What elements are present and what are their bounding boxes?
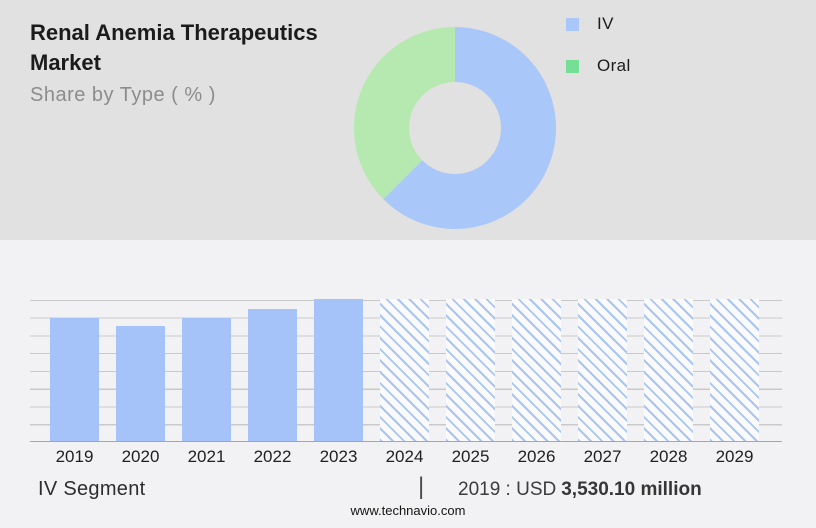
- bar-2022: [248, 309, 297, 441]
- x-label-2021: 2021: [187, 447, 226, 466]
- x-label-2020: 2020: [121, 447, 160, 466]
- x-label-2023: 2023: [319, 447, 358, 466]
- legend-label-oral: Oral: [597, 56, 631, 75]
- value-prefix: 2019 : USD: [458, 479, 557, 500]
- chart-subtitle: Share by Type ( % ): [30, 84, 216, 106]
- x-label-2027: 2027: [583, 447, 622, 466]
- bar-2025: [446, 299, 495, 441]
- donut-chart: [354, 27, 556, 229]
- bar-2019: [50, 318, 99, 441]
- bar-2026: [512, 299, 561, 441]
- x-label-2019: 2019: [55, 447, 94, 466]
- x-label-2028: 2028: [649, 447, 688, 466]
- legend-item-oral: Oral: [566, 56, 631, 76]
- value-callout: 2019 : USD 3,530.10 million: [458, 479, 702, 501]
- page-title: Renal Anemia Therapeutics Market: [30, 20, 318, 75]
- x-label-2024: 2024: [385, 447, 424, 466]
- legend-label-iv: IV: [597, 14, 614, 33]
- bar-plot: [30, 299, 782, 442]
- x-label-2029: 2029: [715, 447, 754, 466]
- bar-2028: [644, 299, 693, 441]
- oral-swatch-icon: [566, 59, 579, 73]
- legend-item-iv: IV: [566, 14, 631, 34]
- bar-2023: [314, 299, 363, 441]
- donut-legend: IV Oral: [566, 14, 631, 98]
- bar-2029: [710, 299, 759, 441]
- value-amount: 3,530.10 million: [561, 479, 702, 500]
- title-block: Renal Anemia Therapeutics Market Share b…: [30, 18, 345, 107]
- bar-2024: [380, 299, 429, 441]
- x-label-2026: 2026: [517, 447, 556, 466]
- donut-hole: [409, 82, 501, 174]
- x-label-2022: 2022: [253, 447, 292, 466]
- bar-2021: [182, 318, 231, 441]
- site-url: www.technavio.com: [350, 503, 466, 518]
- header-band: Renal Anemia Therapeutics Market Share b…: [0, 0, 816, 240]
- bar-2020: [116, 326, 165, 441]
- bar-2027: [578, 299, 627, 441]
- bar-x-labels: 2019 2020 2021 2022 2023 2024 2025 2026 2027 2028…: [30, 447, 782, 469]
- footer-divider: |: [418, 473, 425, 500]
- x-label-2025: 2025: [451, 447, 490, 466]
- iv-swatch-icon: [566, 17, 579, 31]
- segment-label: IV Segment: [38, 478, 146, 500]
